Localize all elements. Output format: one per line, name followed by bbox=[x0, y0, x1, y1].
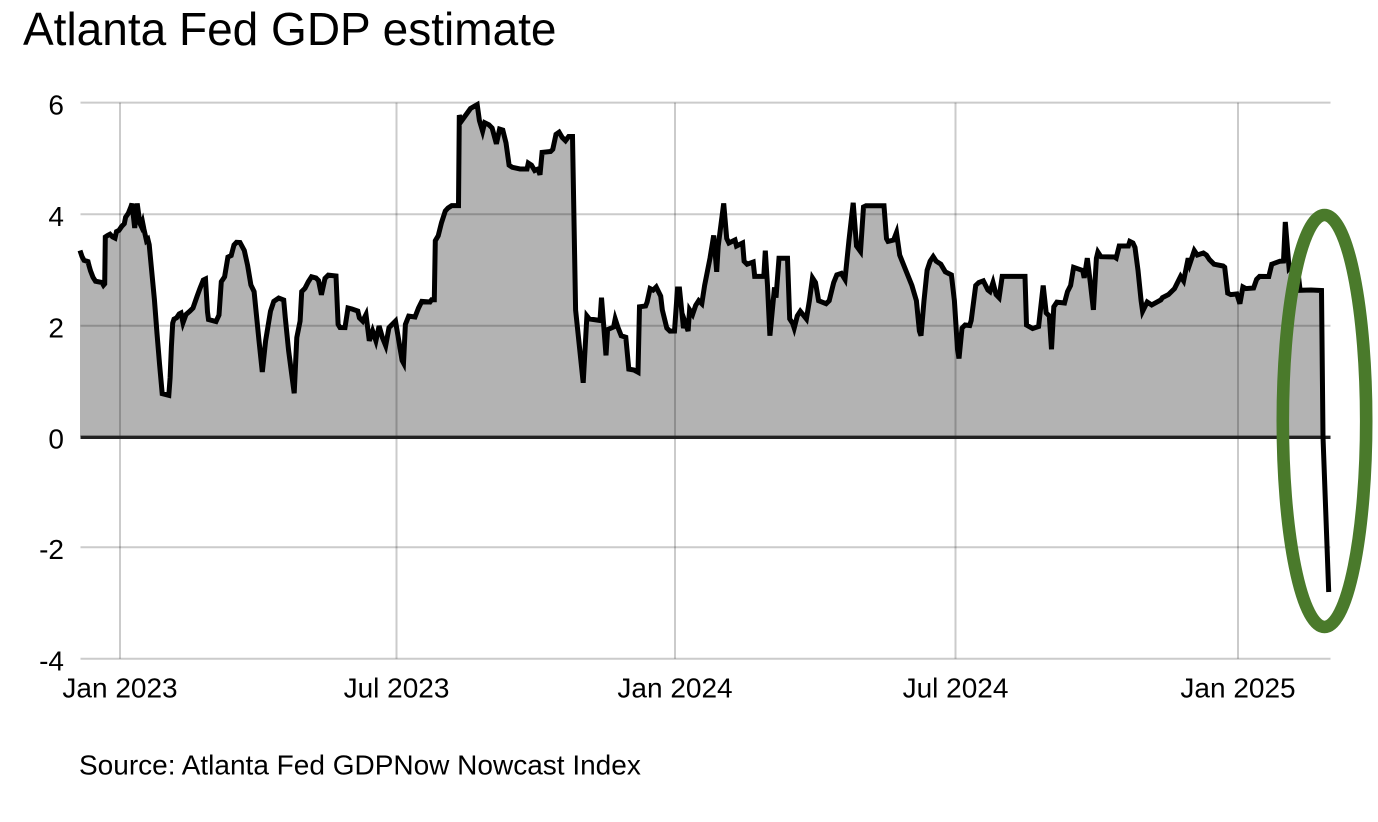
svg-text:Source: Atlanta Fed GDPNow Now: Source: Atlanta Fed GDPNow Nowcast Index bbox=[79, 750, 641, 781]
svg-text:0: 0 bbox=[48, 423, 64, 454]
svg-text:Jan 2023: Jan 2023 bbox=[62, 673, 177, 704]
svg-text:2: 2 bbox=[48, 313, 64, 344]
svg-text:6: 6 bbox=[48, 89, 64, 120]
svg-text:-4: -4 bbox=[39, 646, 64, 677]
svg-text:Jul 2024: Jul 2024 bbox=[903, 673, 1009, 704]
svg-text:Jan 2024: Jan 2024 bbox=[617, 673, 732, 704]
svg-text:Atlanta Fed GDP estimate: Atlanta Fed GDP estimate bbox=[23, 3, 557, 55]
svg-text:-2: -2 bbox=[39, 534, 64, 565]
svg-text:Jan 2025: Jan 2025 bbox=[1180, 673, 1295, 704]
svg-text:Jul 2023: Jul 2023 bbox=[344, 673, 450, 704]
svg-text:4: 4 bbox=[48, 201, 64, 232]
